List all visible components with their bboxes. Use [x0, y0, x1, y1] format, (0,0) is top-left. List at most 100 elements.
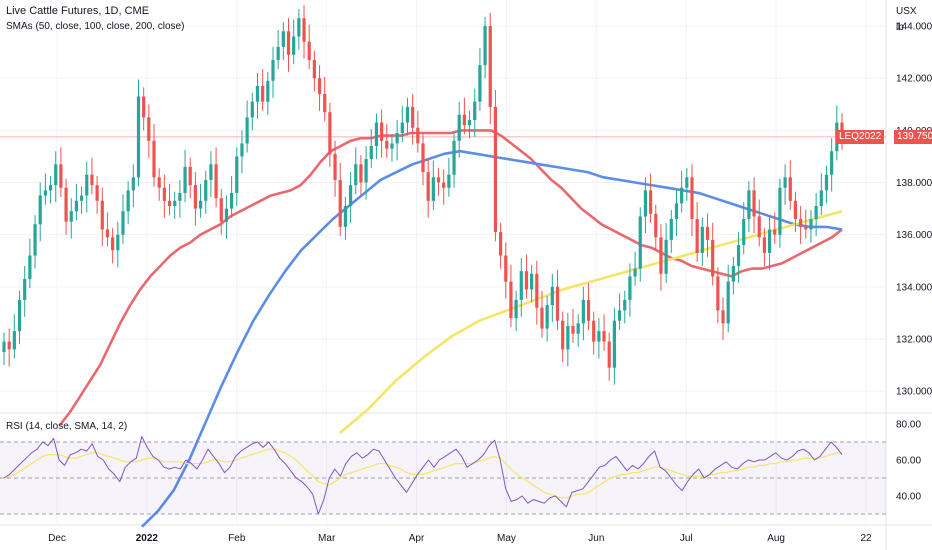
candle [680, 170, 684, 213]
candle [524, 254, 529, 299]
candle [395, 119, 399, 161]
rsi-line [3, 436, 843, 515]
candle [214, 147, 218, 208]
candle [136, 79, 141, 187]
candle [462, 97, 466, 135]
rsi-tick-label: 60.00 [896, 456, 921, 467]
rsi-indicator-label: RSI (14, close, SMA, 14, 2) [6, 421, 128, 432]
candle [230, 176, 234, 218]
candle-body [317, 78, 322, 94]
candle [178, 179, 182, 218]
candle [628, 263, 632, 317]
candle-body [840, 122, 844, 137]
candle [726, 264, 730, 333]
candle [731, 256, 735, 295]
candle-body [359, 164, 363, 183]
candle [380, 109, 384, 158]
candle [442, 169, 446, 205]
candle-body [224, 208, 229, 222]
candle [752, 177, 756, 234]
symbol-tag: LEQ2022 [836, 129, 885, 144]
candle-body [235, 156, 239, 193]
candle-body [623, 299, 627, 311]
candle [643, 177, 648, 234]
time-tick-label: May [497, 533, 516, 544]
candle-body [323, 93, 327, 113]
candle-body [493, 106, 498, 233]
candle-body [100, 200, 104, 230]
candle-body [685, 177, 689, 188]
candle-body [809, 219, 813, 230]
candle-body [250, 101, 254, 118]
candle-body [64, 187, 68, 222]
candle [90, 157, 94, 195]
time-tick-label: Jun [588, 533, 604, 544]
candle [111, 228, 115, 264]
candle [85, 161, 89, 213]
candle [742, 202, 746, 255]
candle [364, 146, 368, 200]
rsi-tick-label: 80.00 [896, 420, 921, 431]
candle [814, 192, 818, 236]
candle [28, 238, 32, 289]
candle [566, 312, 570, 367]
candle-body [312, 59, 316, 79]
candle-body [762, 237, 767, 253]
candle [602, 314, 606, 351]
price-tick-label: 138.000 [896, 178, 932, 189]
candle-body [400, 122, 404, 133]
candle-body [157, 177, 161, 188]
candle [545, 295, 549, 342]
candle [649, 173, 653, 223]
candle-body [498, 232, 503, 256]
candle [105, 212, 110, 247]
candle [59, 147, 63, 197]
candle-body [54, 164, 58, 186]
candle-body [214, 164, 218, 199]
candle-body [162, 187, 166, 201]
candle [747, 181, 751, 233]
candle-body [690, 177, 694, 220]
candle [374, 113, 379, 160]
candle [788, 160, 792, 210]
candle-body [540, 307, 544, 329]
candle-body [830, 151, 834, 175]
candle [716, 267, 720, 324]
candle-body [152, 140, 156, 178]
candle [411, 93, 415, 145]
candle [664, 222, 668, 283]
candle [819, 173, 823, 216]
chart-title: Live Cattle Futures, 1D, CME [6, 5, 150, 17]
candle-body [2, 341, 6, 353]
candle [793, 191, 798, 233]
candle [473, 88, 477, 137]
candle-body [343, 206, 348, 227]
candle [297, 9, 301, 50]
last-price-tag: 139.750 [894, 129, 932, 144]
candle-body [555, 286, 560, 321]
candle-body [7, 341, 11, 350]
candle [152, 123, 156, 187]
candle-body [566, 325, 570, 350]
candle [147, 104, 151, 158]
candle [38, 182, 42, 242]
candle-body [457, 114, 461, 141]
candle-body [716, 276, 720, 311]
candle [530, 264, 534, 303]
candle [255, 73, 260, 119]
candle [250, 92, 254, 131]
candle [431, 160, 435, 210]
candle [809, 209, 813, 243]
candle [695, 202, 699, 263]
candle-body [95, 185, 99, 201]
candle-body [773, 229, 777, 235]
candle [235, 147, 239, 206]
candle [338, 162, 342, 236]
candle [48, 176, 53, 204]
candle [804, 209, 808, 239]
price-tick-label: 134.000 [896, 282, 932, 293]
candle-body [535, 273, 539, 308]
candle [173, 191, 177, 220]
candle [674, 190, 679, 236]
